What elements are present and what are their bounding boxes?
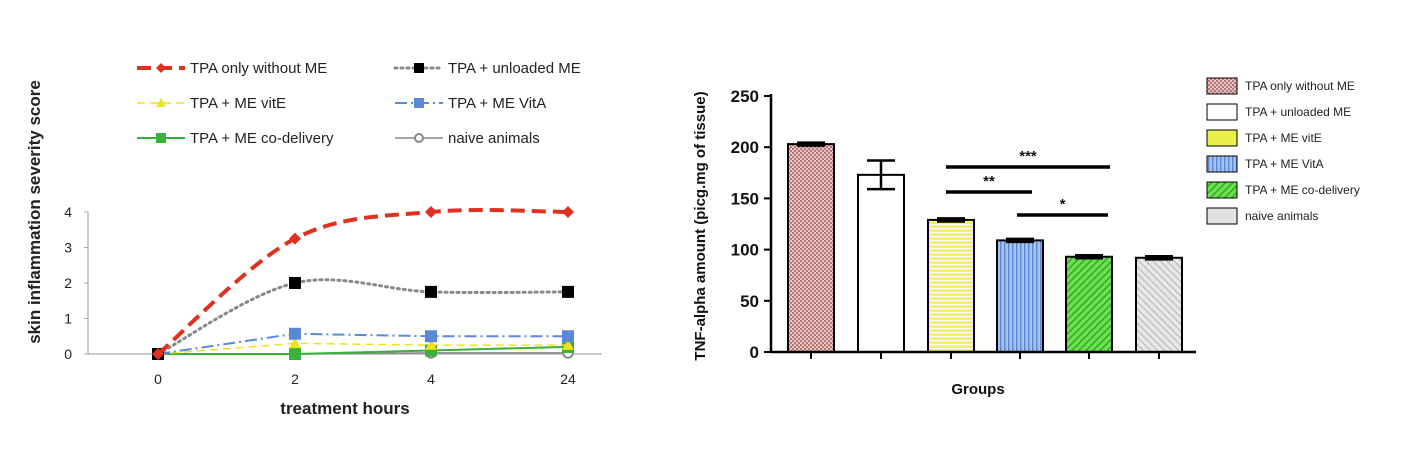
- legend-label: TPA + ME vitE: [1245, 131, 1322, 145]
- series-line: [156, 278, 570, 356]
- significance-label: ***: [1019, 148, 1037, 165]
- y-tick-label: 3: [64, 240, 72, 256]
- legend-swatch: [1206, 181, 1238, 199]
- line-chart-series: [152, 206, 574, 360]
- significance-label: **: [983, 173, 995, 190]
- legend-label: naive animals: [448, 130, 540, 147]
- data-point-marker: [562, 206, 574, 218]
- bar: [927, 218, 975, 353]
- x-tick-label: 0: [154, 371, 162, 387]
- y-tick-label: 100: [731, 241, 759, 260]
- data-point-marker: [289, 348, 301, 360]
- data-point-marker: [562, 339, 574, 350]
- series-line: [156, 208, 569, 356]
- legend-marker: [414, 133, 424, 143]
- legend-label: TPA + ME vitE: [190, 95, 286, 112]
- legend-swatch: [1206, 155, 1238, 173]
- legend-swatch: [1206, 103, 1238, 121]
- line-chart-x-axis-label: treatment hours: [280, 399, 409, 418]
- y-tick-label: 50: [740, 292, 759, 311]
- data-point-marker: [289, 277, 301, 289]
- legend-label: TPA + ME VitA: [448, 95, 546, 112]
- bar-chart-axes: 0 50 100 150 200 250: [731, 87, 1196, 362]
- data-point-marker: [289, 232, 301, 245]
- legend-label: naive animals: [1245, 209, 1318, 223]
- bar-chart-significance: ******: [946, 148, 1110, 217]
- legend-label: TPA + ME VitA: [1245, 157, 1324, 171]
- bar: [787, 143, 835, 353]
- data-point-marker: [152, 348, 164, 360]
- legend-swatch: [1206, 207, 1238, 225]
- y-tick-label: 1: [64, 311, 72, 327]
- bar: [1135, 256, 1183, 353]
- data-point-marker: [425, 339, 437, 350]
- y-tick-label: 2: [64, 275, 72, 291]
- bar-chart-legend: TPA only without ME TPA + unloaded ME TPA …: [1206, 77, 1360, 225]
- data-point-marker: [562, 285, 574, 298]
- data-point-marker: [425, 206, 437, 218]
- bar: [1065, 255, 1113, 354]
- data-point-marker: [425, 285, 437, 298]
- significance-label: *: [1060, 196, 1066, 213]
- legend-label: TPA + ME co-delivery: [190, 130, 334, 147]
- y-tick-label: 250: [731, 87, 759, 106]
- data-point-marker: [289, 327, 301, 340]
- y-tick-label: 4: [64, 204, 72, 220]
- legend-marker: [156, 98, 166, 107]
- series-line: [157, 332, 568, 355]
- legend-swatch: [1206, 129, 1238, 147]
- data-point-marker: [425, 330, 437, 343]
- legend-marker: [414, 98, 424, 108]
- bar-chart-bars: [787, 141, 1183, 354]
- line-chart-legend: TPA only without ME TPA + unloaded ME TPA …: [137, 60, 581, 147]
- series-line: [157, 342, 568, 355]
- bar-chart-y-axis-label: TNF-alpha amount (picg.mg of tissue): [692, 91, 709, 360]
- y-tick-label: 150: [731, 189, 759, 208]
- y-tick-label: 200: [731, 138, 759, 157]
- line-chart: TPA only without ME TPA + unloaded ME TPA …: [25, 60, 602, 418]
- legend-label: TPA + unloaded ME: [1245, 105, 1351, 119]
- legend-label: TPA + unloaded ME: [448, 60, 581, 77]
- data-point-marker: [562, 330, 574, 343]
- legend-label: TPA only without ME: [190, 60, 327, 77]
- x-tick-label: 24: [560, 371, 576, 387]
- legend-swatch: [1206, 77, 1238, 95]
- x-tick-label: 2: [291, 371, 299, 387]
- line-chart-y-axis-label: skin inflammation severity score: [25, 80, 44, 344]
- legend-label: TPA + ME co-delivery: [1245, 183, 1360, 197]
- x-tick-label: 4: [427, 371, 435, 387]
- y-tick-label: 0: [750, 343, 759, 362]
- data-point-marker: [289, 337, 301, 349]
- bar-chart-x-axis-label: Groups: [951, 381, 1004, 398]
- legend-marker: [414, 63, 424, 73]
- legend-marker: [156, 63, 166, 73]
- legend-label: TPA only without ME: [1245, 79, 1355, 93]
- bar: [996, 239, 1044, 353]
- y-tick-label: 0: [64, 346, 72, 362]
- bar: [857, 173, 905, 353]
- legend-marker: [156, 133, 166, 143]
- series-line: [158, 345, 569, 355]
